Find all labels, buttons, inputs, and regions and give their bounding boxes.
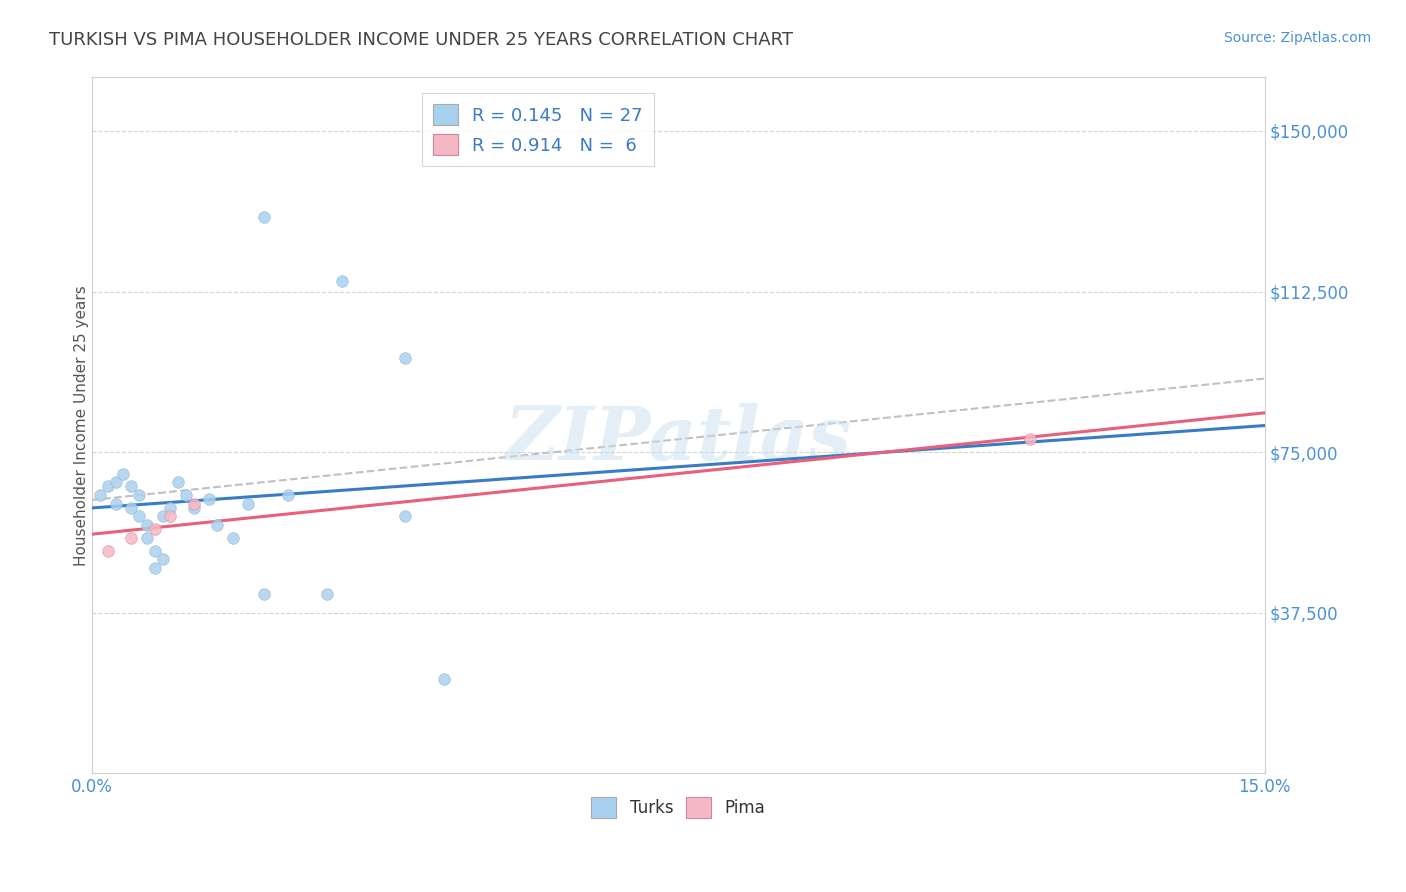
Point [277,488,299,502]
Point [433,672,456,686]
Point [222,531,245,545]
Point [159,500,181,515]
Point [174,488,197,502]
Point [183,497,205,511]
Point [120,479,142,493]
Point [330,274,353,288]
Point [152,552,174,566]
Point [97,543,120,558]
Point [120,500,142,515]
Point [394,509,416,524]
Point [143,561,166,575]
Point [143,522,166,536]
Y-axis label: Householder Income Under 25 years: Householder Income Under 25 years [73,285,89,566]
Point [135,518,157,533]
Point [135,531,157,545]
Point [167,475,190,490]
Point [89,488,111,502]
Point [207,518,229,533]
Point [238,497,260,511]
Point [253,586,276,600]
Point [198,492,221,507]
Point [97,479,120,493]
Text: TURKISH VS PIMA HOUSEHOLDER INCOME UNDER 25 YEARS CORRELATION CHART: TURKISH VS PIMA HOUSEHOLDER INCOME UNDER… [49,31,793,49]
Legend: Turks, Pima: Turks, Pima [585,790,772,824]
Point [152,509,174,524]
Point [104,475,127,490]
Point [183,500,205,515]
Point [104,497,127,511]
Point [315,586,337,600]
Point [120,531,142,545]
Point [159,509,181,524]
Point [128,509,150,524]
Point [143,543,166,558]
Point [253,210,276,224]
Point [112,467,135,481]
Text: ZIPatlas: ZIPatlas [505,403,852,475]
Point [128,488,150,502]
Point [1019,433,1042,447]
Point [394,351,416,365]
Text: Source: ZipAtlas.com: Source: ZipAtlas.com [1223,31,1371,45]
